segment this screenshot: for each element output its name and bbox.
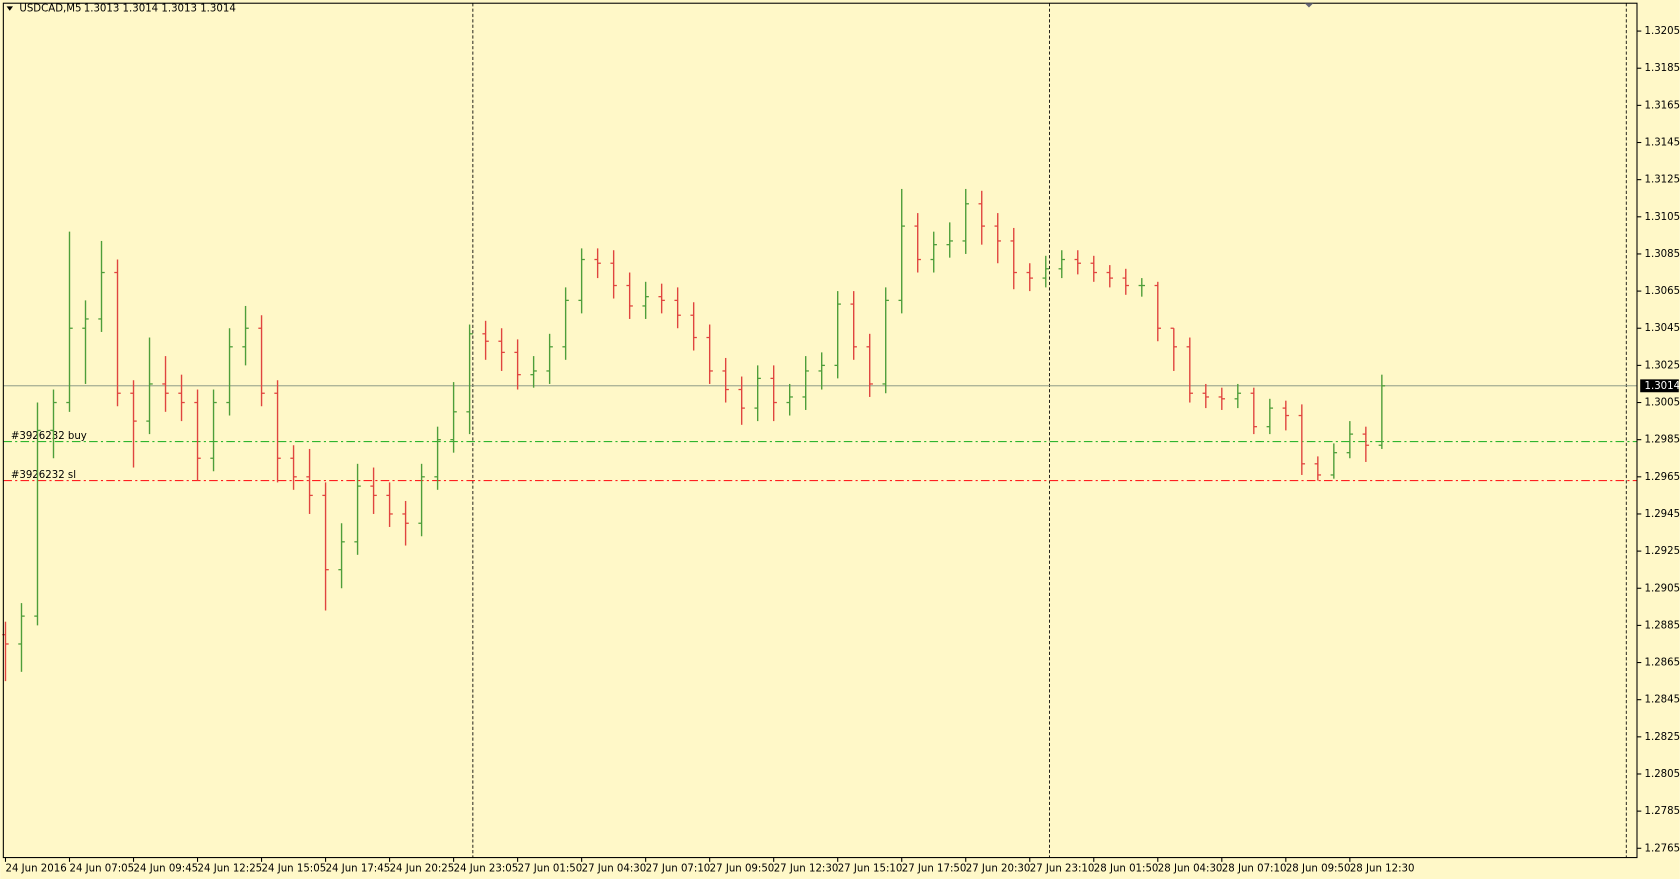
x-tick-label: 28 Jun 07:10 [1222, 863, 1287, 874]
chart-title: USDCAD,M5 [19, 4, 81, 15]
x-tick-label: 27 Jun 23:10 [1030, 863, 1095, 874]
y-tick-label: 1.3025 [1644, 360, 1680, 371]
x-tick-label: 24 Jun 09:45 [134, 863, 199, 874]
x-tick-label: 28 Jun 04:30 [1158, 863, 1223, 874]
x-tick-label: 24 Jun 15:05 [262, 863, 327, 874]
x-tick-label: 27 Jun 07:10 [646, 863, 711, 874]
y-tick-label: 1.3125 [1644, 175, 1680, 186]
y-tick-label: 1.3145 [1644, 138, 1680, 149]
y-tick-label: 1.3105 [1644, 212, 1680, 223]
order-label: #3926232 sl [11, 470, 76, 481]
x-tick-label: 24 Jun 2016 [5, 863, 66, 874]
x-tick-label: 28 Jun 09:50 [1286, 863, 1351, 874]
y-tick-label: 1.2985 [1644, 435, 1680, 446]
x-tick-label: 24 Jun 12:25 [198, 863, 263, 874]
y-tick-label: 1.2905 [1644, 583, 1680, 594]
y-tick-label: 1.2765 [1644, 843, 1680, 854]
y-tick-label: 1.3045 [1644, 323, 1680, 334]
y-tick-label: 1.3085 [1644, 249, 1680, 260]
y-tick-label: 1.3165 [1644, 100, 1680, 111]
x-tick-label: 24 Jun 23:05 [454, 863, 519, 874]
x-tick-label: 24 Jun 20:25 [390, 863, 455, 874]
price-tag-label: 1.3014 [1644, 381, 1680, 392]
x-tick-label: 24 Jun 07:05 [70, 863, 135, 874]
collapse-arrow [6, 6, 13, 11]
y-tick-label: 1.2845 [1644, 695, 1680, 706]
plot-frame [2, 2, 1638, 859]
x-tick-label: 28 Jun 01:50 [1094, 863, 1159, 874]
y-tick-label: 1.2885 [1644, 620, 1680, 631]
y-tick-label: 1.3185 [1644, 63, 1680, 74]
plot: #3926232 buy #3926232 sl [2, 188, 1637, 682]
y-tick-label: 1.3205 [1644, 26, 1680, 37]
y-tick-label: 1.2925 [1644, 546, 1680, 557]
x-tick-label: 27 Jun 17:50 [902, 863, 967, 874]
x-tick-label: 28 Jun 12:30 [1350, 863, 1415, 874]
x-tick-label: 27 Jun 09:50 [710, 863, 775, 874]
price-tag [1640, 379, 1679, 393]
x-tick-label: 24 Jun 17:45 [326, 863, 391, 874]
x-tick-label: 27 Jun 04:30 [582, 863, 647, 874]
x-tick-label: 27 Jun 15:10 [838, 863, 903, 874]
y-tick-label: 1.3065 [1644, 286, 1680, 297]
y-tick-label: 1.2825 [1644, 732, 1680, 743]
y-tick-label: 1.2945 [1644, 509, 1680, 520]
x-tick-label: 27 Jun 20:30 [966, 863, 1031, 874]
y-tick-label: 1.3005 [1644, 398, 1680, 409]
y-tick-label: 1.2865 [1644, 658, 1680, 669]
y-tick-label: 1.2965 [1644, 472, 1680, 483]
shift-marker [1304, 3, 1314, 8]
y-tick-label: 1.2785 [1644, 806, 1680, 817]
order-label: #3926232 buy [11, 431, 87, 442]
x-tick-label: 27 Jun 12:30 [774, 863, 839, 874]
x-tick-label: 27 Jun 01:50 [518, 863, 583, 874]
y-tick-label: 1.2805 [1644, 769, 1680, 780]
ohlc-info: 1.3013 1.3014 1.3013 1.3014 [84, 4, 236, 15]
